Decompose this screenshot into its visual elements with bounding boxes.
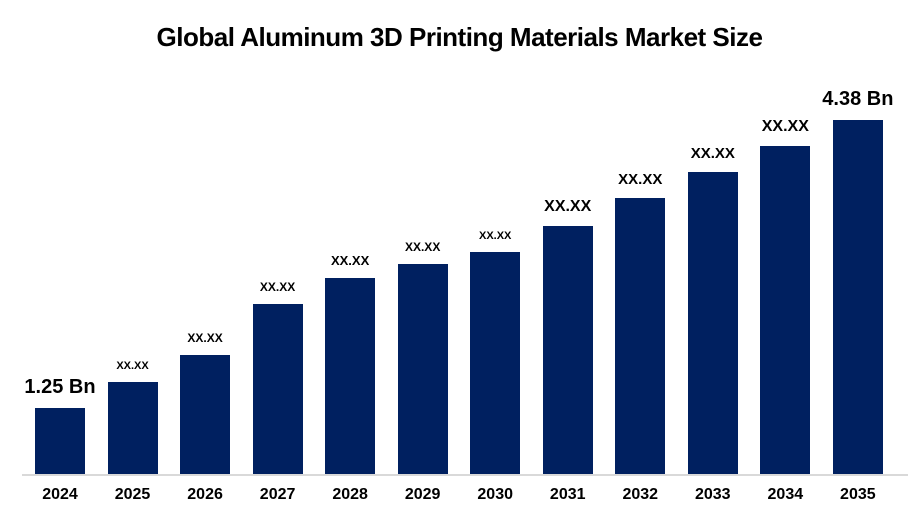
bar-2028 (325, 278, 376, 474)
bar-2030 (470, 252, 521, 474)
bar-group-2033: XX.XX (687, 144, 738, 474)
bar-2033 (687, 172, 738, 474)
bar-group-2032: XX.XX (615, 170, 666, 474)
bar-value-label-2026: XX.XX (187, 330, 223, 345)
bar-2032 (615, 198, 666, 474)
bar-2025 (107, 382, 158, 474)
bar-group-2031: XX.XX (542, 198, 593, 474)
bar-plot-area: 1.25 Bn XX.XX XX.XX XX.XX XX.XX XX.XX XX.XX XX.… (24, 0, 893, 474)
x-tick-label-2024: 2024 (42, 486, 78, 503)
bar-value-label-2025: XX.XX (116, 359, 149, 372)
bar-2035 (832, 120, 883, 474)
chart-title: Global Aluminum 3D Printing Materials Ma… (156, 22, 763, 52)
x-axis-line (22, 474, 908, 476)
bar-group-2025: XX.XX (107, 359, 158, 474)
bar-value-label-2030: XX.XX (478, 229, 512, 242)
bar-2031 (542, 226, 593, 474)
bar-value-label-2034: XX.XX (761, 118, 809, 136)
bar-value-label-2035: 4.38 Bn (822, 88, 894, 110)
x-axis-labels: 2024 2025 2026 2027 2028 2029 2030 2031 2032 2033… (35, 486, 883, 504)
bar-value-label-2033: XX.XX (690, 144, 735, 162)
bar-group-2028: XX.XX (325, 252, 376, 474)
bar-group-2030: XX.XX (470, 229, 521, 474)
x-tick-label-2029: 2029 (404, 486, 441, 503)
x-tick-label-2032: 2032 (622, 486, 659, 503)
bar-value-label-2027: XX.XX (259, 279, 296, 294)
x-tick-label-2028: 2028 (332, 486, 368, 503)
x-tick-label-2026: 2026 (187, 486, 223, 503)
bar-2029 (397, 264, 448, 474)
bar-2024 (35, 408, 85, 474)
bar-value-label-2029: XX.XX (404, 239, 441, 254)
bar-group-2029: XX.XX (397, 239, 448, 474)
x-tick-label-2035: 2035 (840, 486, 876, 503)
bar-group-2034: XX.XX (760, 118, 811, 474)
bar-2026 (180, 355, 231, 474)
x-tick-label-2027: 2027 (259, 486, 296, 503)
bar-2034 (760, 146, 811, 474)
bar-value-label-2028: XX.XX (330, 252, 370, 268)
bar-group-2027: XX.XX (252, 279, 303, 474)
bar-value-label-2024: 1.25 Bn (24, 376, 96, 398)
bar-value-label-2031: XX.XX (544, 198, 592, 216)
bar-group-2026: XX.XX (180, 330, 231, 474)
bar-value-label-2032: XX.XX (618, 170, 663, 188)
bar-2027 (252, 304, 303, 474)
x-tick-label-2034: 2034 (767, 486, 804, 503)
x-tick-label-2033: 2033 (694, 486, 731, 503)
x-tick-label-2030: 2030 (477, 486, 513, 503)
bar-group-2035: 4.38 Bn (822, 88, 893, 474)
bar-group-2024: 1.25 Bn (24, 376, 96, 474)
x-tick-label-2025: 2025 (114, 486, 151, 503)
x-tick-label-2031: 2031 (549, 486, 586, 503)
